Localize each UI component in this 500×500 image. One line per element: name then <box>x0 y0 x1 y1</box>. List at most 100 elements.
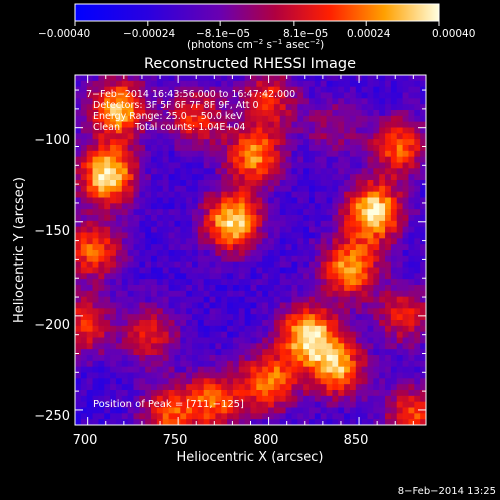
heatmap-cell <box>379 366 386 373</box>
heatmap-cell <box>203 168 210 175</box>
heatmap-cell <box>139 197 146 204</box>
heatmap-cell <box>80 133 88 140</box>
heatmap-cell <box>326 413 333 420</box>
heatmap-cell <box>338 314 345 321</box>
heatmap-cell <box>367 296 374 303</box>
heatmap-cell <box>279 150 286 158</box>
heatmap-cell <box>244 273 251 280</box>
heatmap-cell <box>244 92 251 99</box>
heatmap-cell <box>197 86 205 93</box>
heatmap-cell <box>209 267 216 274</box>
heatmap-cell <box>186 337 193 344</box>
heatmap-cell <box>309 203 316 210</box>
heatmap-cell <box>390 255 398 263</box>
heatmap-cell <box>133 185 140 193</box>
heatmap-cell <box>80 384 88 391</box>
heatmap-cell <box>80 215 88 222</box>
heatmap-cell <box>367 127 374 134</box>
heatmap-cell <box>133 133 140 140</box>
heatmap-cell <box>268 372 275 379</box>
heatmap-cell <box>221 349 228 356</box>
heatmap-cell <box>279 104 286 111</box>
heatmap-cell <box>373 104 380 111</box>
heatmap-cell <box>332 250 339 257</box>
heatmap-cell <box>244 337 251 344</box>
heatmap-cell <box>203 331 210 338</box>
heatmap-cell <box>162 390 169 397</box>
heatmap-cell <box>309 98 316 105</box>
heatmap-cell <box>186 267 193 274</box>
heatmap-cell <box>256 267 263 274</box>
heatmap-cell <box>115 267 123 274</box>
heatmap-cell <box>75 349 82 356</box>
heatmap-cell <box>139 355 146 362</box>
heatmap-cell <box>162 203 169 210</box>
heatmap-cell <box>314 331 322 338</box>
heatmap-cell <box>326 174 333 181</box>
heatmap-cell <box>355 197 363 204</box>
heatmap-cell <box>285 413 292 420</box>
heatmap-cell <box>361 121 368 128</box>
heatmap-cell <box>168 320 175 327</box>
heatmap-cell <box>385 226 392 233</box>
heatmap-cell <box>291 180 298 187</box>
heatmap-cell <box>373 273 380 280</box>
heatmap-cell <box>396 407 403 414</box>
heatmap-cell <box>232 110 240 117</box>
heatmap-cell <box>314 255 322 263</box>
heatmap-cell <box>373 285 380 292</box>
heatmap-cell <box>332 92 339 99</box>
heatmap-cell <box>232 209 240 216</box>
heatmap-cell <box>80 115 88 123</box>
heatmap-cell <box>98 104 105 111</box>
heatmap-cell <box>379 226 386 233</box>
heatmap-cell <box>92 349 99 356</box>
heatmap-cell <box>309 308 316 315</box>
heatmap-cell <box>80 150 88 158</box>
heatmap-cell <box>349 355 357 362</box>
heatmap-cell <box>297 343 304 350</box>
heatmap-cell <box>262 226 269 233</box>
heatmap-cell <box>145 390 152 397</box>
heatmap-cell <box>192 285 199 292</box>
heatmap-cell <box>361 191 368 198</box>
heatmap-cell <box>344 110 351 117</box>
heatmap-cell <box>250 98 257 105</box>
heatmap-cell <box>86 220 93 228</box>
heatmap-cell <box>273 180 281 187</box>
heatmap-cell <box>268 104 275 111</box>
heatmap-cell <box>238 92 246 99</box>
heatmap-cell <box>256 290 263 298</box>
heatmap-cell <box>361 314 368 321</box>
heatmap-cell <box>227 92 234 99</box>
heatmap-cell <box>139 150 146 158</box>
heatmap-cell <box>162 267 169 274</box>
heatmap-cell <box>145 220 152 228</box>
heatmap-cell <box>121 174 129 181</box>
heatmap-cell <box>86 215 93 222</box>
heatmap-cell <box>121 366 129 373</box>
heatmap-cell <box>221 150 228 158</box>
heatmap-cell <box>209 273 216 280</box>
heatmap-cell <box>250 378 257 385</box>
heatmap-cell <box>320 419 327 426</box>
heatmap-cell <box>279 395 286 403</box>
heatmap-cell <box>250 180 257 187</box>
heatmap-cell <box>75 220 82 228</box>
heatmap-cell <box>408 378 415 385</box>
heatmap-cell <box>396 203 403 210</box>
heatmap-cell <box>133 215 140 222</box>
heatmap-cell <box>326 75 333 82</box>
heatmap-cell <box>162 191 169 198</box>
heatmap-cell <box>355 185 363 193</box>
heatmap-cell <box>291 92 298 99</box>
heatmap-cell <box>338 267 345 274</box>
heatmap-cell <box>238 75 246 82</box>
heatmap-cell <box>139 302 146 309</box>
heatmap-cell <box>262 372 269 379</box>
heatmap-cell <box>145 244 152 251</box>
heatmap-cell <box>250 407 257 414</box>
heatmap-cell <box>80 162 88 169</box>
heatmap-cell <box>232 162 240 169</box>
heatmap-cell <box>420 150 427 158</box>
